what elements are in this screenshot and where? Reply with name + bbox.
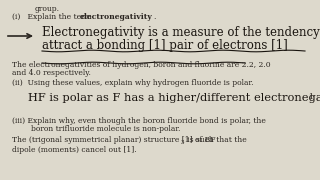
Text: 1: 1 — [308, 93, 313, 101]
Text: Electronegativity is a measure of the tendency of an atom to: Electronegativity is a measure of the te… — [42, 26, 320, 39]
Text: (i)   Explain the term: (i) Explain the term — [12, 13, 94, 21]
Text: (iii) Explain why, even though the boron fluoride bond is polar, the: (iii) Explain why, even though the boron… — [12, 117, 266, 125]
Text: electronegativity: electronegativity — [80, 13, 153, 21]
Text: The electronegativities of hydrogen, boron and fluorine are 2.2, 2.0: The electronegativities of hydrogen, bor… — [12, 61, 271, 69]
Text: (ii)  Using these values, explain why hydrogen fluoride is polar.: (ii) Using these values, explain why hyd… — [12, 79, 253, 87]
Text: .: . — [153, 13, 156, 21]
Text: is such that the: is such that the — [185, 136, 247, 144]
Text: attract a bonding [1] pair of electrons [1]: attract a bonding [1] pair of electrons … — [42, 39, 288, 52]
Text: group.: group. — [35, 5, 60, 13]
Text: dipole (moments) cancel out [1].: dipole (moments) cancel out [1]. — [12, 146, 137, 154]
Text: The (trigonal symmetrical planar) structure [1] of BF: The (trigonal symmetrical planar) struct… — [12, 136, 215, 144]
Text: and 4.0 respectively.: and 4.0 respectively. — [12, 69, 91, 77]
Text: 3: 3 — [181, 140, 185, 145]
Text: HF is polar as F has a higher/different electronegativity than H: HF is polar as F has a higher/different … — [28, 93, 320, 103]
Text: boron trifluoride molecule is non-polar.: boron trifluoride molecule is non-polar. — [12, 125, 180, 133]
